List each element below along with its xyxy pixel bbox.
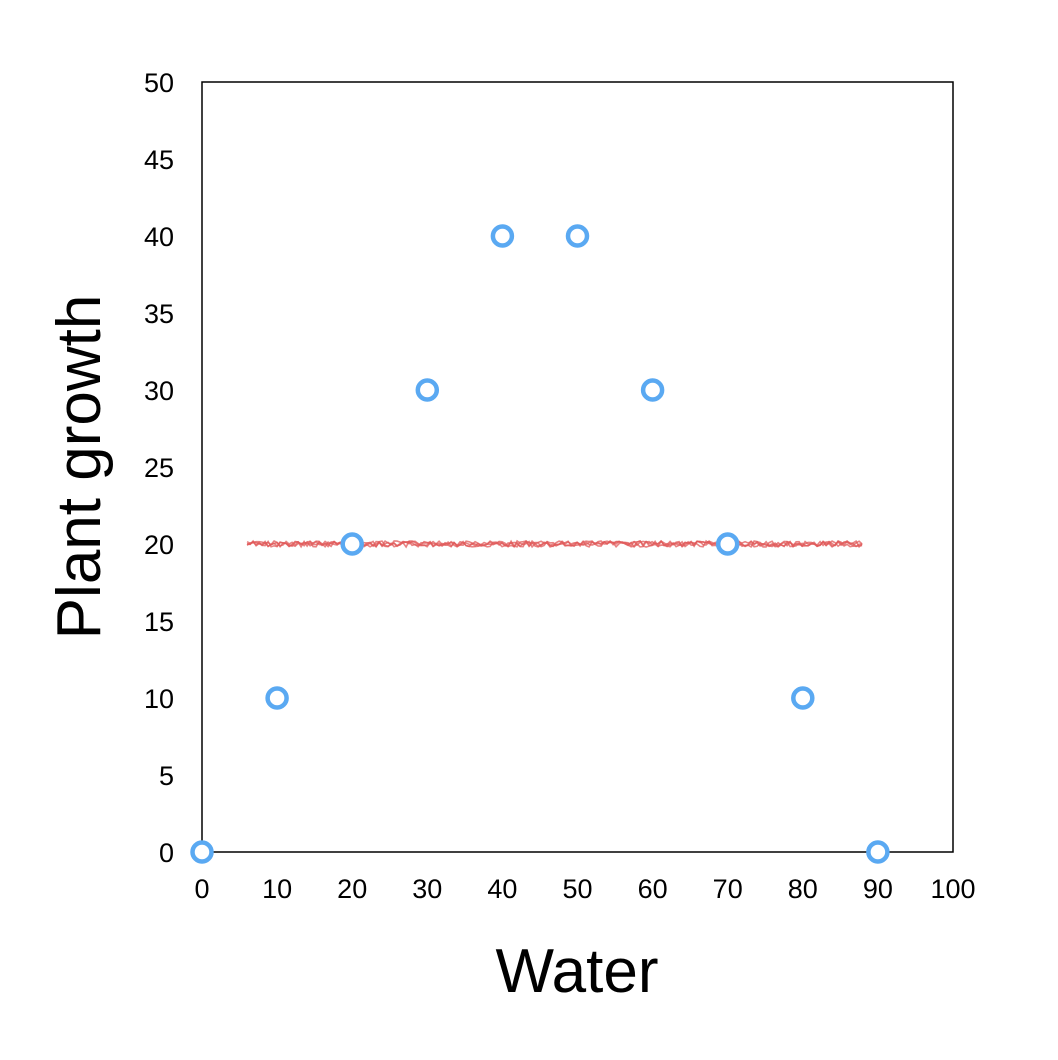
x-tick-label: 70 <box>713 874 743 904</box>
data-point <box>340 532 364 556</box>
data-point <box>866 840 890 864</box>
y-tick-label: 35 <box>144 299 174 329</box>
x-tick-labels: 0 10 20 30 40 50 60 70 80 90 100 <box>194 874 975 904</box>
y-tick-label: 10 <box>144 684 174 714</box>
data-point <box>715 532 740 556</box>
x-tick-label: 10 <box>262 874 292 904</box>
x-tick-label: 20 <box>337 874 367 904</box>
data-point <box>791 686 815 710</box>
y-tick-label: 5 <box>159 761 174 791</box>
trend-line <box>246 539 863 549</box>
x-tick-label: 80 <box>788 874 818 904</box>
y-tick-label: 40 <box>144 222 174 252</box>
y-tick-label: 30 <box>144 376 174 406</box>
x-tick-label: 50 <box>562 874 592 904</box>
data-point <box>190 840 214 864</box>
y-tick-label: 20 <box>144 530 174 560</box>
x-tick-label: 0 <box>194 874 209 904</box>
y-tick-label: 0 <box>159 838 174 868</box>
data-point <box>490 224 515 248</box>
x-tick-label: 100 <box>930 874 975 904</box>
data-point <box>265 686 289 710</box>
y-tick-labels: 0 5 10 15 20 25 30 35 40 45 50 <box>144 68 174 868</box>
x-tick-label: 40 <box>487 874 517 904</box>
x-tick-label: 90 <box>863 874 893 904</box>
x-tick-label: 30 <box>412 874 442 904</box>
data-point <box>565 224 590 248</box>
y-tick-label: 15 <box>144 607 174 637</box>
plot-area-frame <box>201 81 954 853</box>
y-tick-label: 50 <box>144 68 174 98</box>
data-points <box>190 224 890 864</box>
y-tick-label: 45 <box>144 145 174 175</box>
x-tick-label: 60 <box>638 874 668 904</box>
data-point <box>640 378 665 402</box>
x-axis-title: Water <box>495 937 658 1006</box>
data-point <box>415 378 440 402</box>
y-tick-label: 25 <box>144 453 174 483</box>
y-axis-title: Plant growth <box>45 295 114 640</box>
